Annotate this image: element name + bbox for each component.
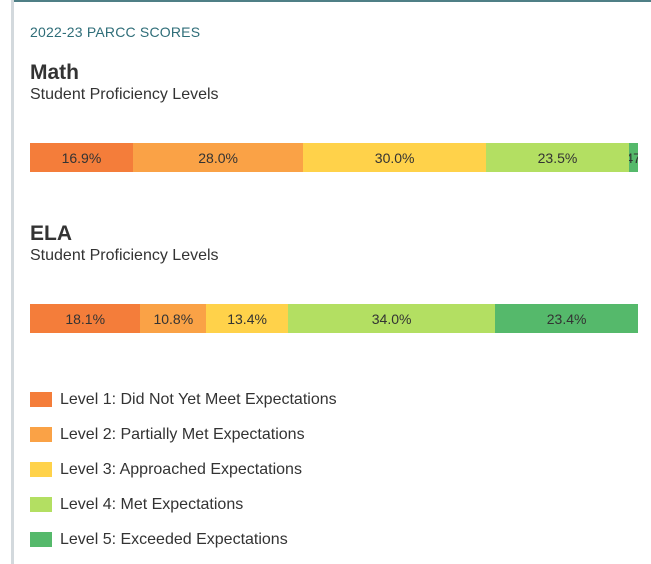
math-chart: Math Student Proficiency Levels 16.9% 28.… [30, 61, 638, 222]
bar-segment-level-4: 34.0% [287, 304, 496, 333]
legend-item-level-1: Level 1: Did Not Yet Meet Expectations [30, 382, 638, 417]
legend-swatch [30, 497, 52, 512]
legend-item-level-5: Level 5: Exceeded Expectations [30, 522, 638, 557]
math-title: Math [30, 61, 79, 84]
bar-segment-level-5: 1.47% [629, 143, 638, 172]
legend: Level 1: Did Not Yet Meet Expectations Le… [30, 382, 638, 557]
bar-segment-label: 28.0% [198, 149, 238, 166]
bar-segment-level-1: 16.9% [30, 143, 133, 172]
math-proficiency-bar: 16.9% 28.0% 30.0% 23.5% 1.47% [30, 143, 638, 172]
legend-item-level-4: Level 4: Met Expectations [30, 487, 638, 522]
legend-swatch [30, 532, 52, 547]
math-subtitle: Student Proficiency Levels [30, 86, 219, 103]
bar-segment-label: 30.0% [374, 149, 415, 166]
legend-item-level-3: Level 3: Approached Expectations [30, 452, 638, 487]
bar-segment-label: 1.47% [629, 149, 638, 166]
bar-segment-level-2: 10.8% [140, 304, 207, 333]
ela-subtitle: Student Proficiency Levels [30, 247, 219, 264]
left-border [11, 0, 14, 564]
bar-segment-label: 16.9% [61, 149, 102, 166]
bar-segment-label: 34.0% [371, 310, 412, 327]
legend-label: Level 3: Approached Expectations [60, 460, 302, 478]
bar-segment-label: 18.1% [65, 310, 106, 327]
bar-segment-level-1: 18.1% [30, 304, 141, 333]
bar-segment-level-3: 30.0% [303, 143, 486, 172]
legend-label: Level 1: Did Not Yet Meet Expectations [60, 390, 337, 408]
section-label: 2022-23 PARCC SCORES [30, 24, 201, 40]
ela-proficiency-bar: 18.1% 10.8% 13.4% 34.0% 23.4% [30, 304, 638, 333]
bar-segment-label: 13.4% [227, 310, 267, 327]
legend-label: Level 2: Partially Met Expectations [60, 425, 305, 443]
bar-segment-label: 10.8% [153, 310, 194, 327]
scores-panel: 2022-23 PARCC SCORES Math Student Profic… [30, 24, 638, 557]
legend-swatch [30, 462, 52, 477]
bar-segment-level-3: 13.4% [206, 304, 288, 333]
top-border [14, 0, 651, 2]
legend-swatch [30, 427, 52, 442]
legend-item-level-2: Level 2: Partially Met Expectations [30, 417, 638, 452]
bar-segment-label: 23.5% [537, 149, 578, 166]
ela-chart: ELA Student Proficiency Levels 18.1% 10.8… [30, 222, 638, 382]
bar-segment-level-2: 28.0% [132, 143, 304, 172]
legend-swatch [30, 392, 52, 407]
ela-title: ELA [30, 222, 72, 245]
legend-label: Level 4: Met Expectations [60, 495, 244, 513]
bar-segment-level-4: 23.5% [485, 143, 630, 172]
bar-segment-level-5: 23.4% [495, 304, 638, 333]
bar-segment-label: 23.4% [546, 310, 587, 327]
legend-label: Level 5: Exceeded Expectations [60, 530, 288, 548]
